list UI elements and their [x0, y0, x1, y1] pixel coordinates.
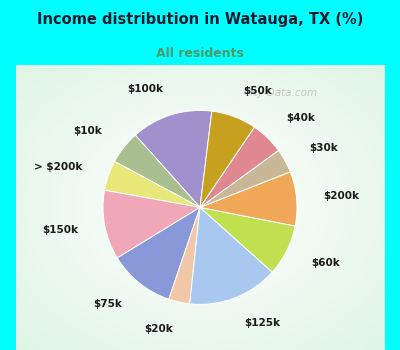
Text: $50k: $50k [244, 86, 272, 96]
Wedge shape [117, 207, 200, 299]
Text: $60k: $60k [311, 258, 340, 268]
Text: $20k: $20k [144, 324, 173, 334]
Text: $40k: $40k [286, 113, 315, 123]
Wedge shape [200, 150, 290, 207]
Text: $75k: $75k [94, 299, 122, 309]
Wedge shape [135, 110, 212, 207]
Wedge shape [104, 161, 200, 207]
Wedge shape [169, 207, 200, 304]
Text: $30k: $30k [309, 143, 338, 153]
Text: > $200k: > $200k [34, 162, 83, 172]
Wedge shape [114, 135, 200, 207]
Wedge shape [200, 111, 254, 207]
Text: Income distribution in Watauga, TX (%): Income distribution in Watauga, TX (%) [37, 12, 363, 27]
Text: $100k: $100k [127, 84, 163, 94]
Text: $150k: $150k [42, 225, 78, 235]
Wedge shape [200, 127, 278, 207]
Wedge shape [200, 207, 295, 272]
Wedge shape [200, 172, 297, 226]
Text: All residents: All residents [156, 47, 244, 60]
Text: $10k: $10k [74, 126, 102, 135]
Text: $200k: $200k [324, 191, 360, 201]
Wedge shape [103, 190, 200, 258]
Text: $125k: $125k [244, 318, 280, 328]
Wedge shape [190, 207, 272, 304]
Text: City-Data.com: City-Data.com [244, 88, 318, 98]
